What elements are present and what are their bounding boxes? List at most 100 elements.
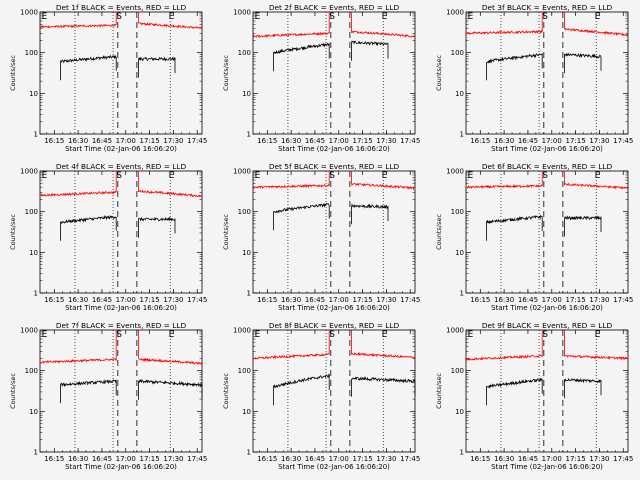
plot-6-xtick-label-17:45: 17:45	[613, 296, 633, 304]
plot-6-xtick-label-16:15: 16:15	[470, 296, 490, 304]
plot-1-series-events-seg-1	[60, 54, 117, 81]
plot-7-ytick-label-10: 10	[29, 408, 38, 416]
plot-1-xtick-label-16:30: 16:30	[68, 137, 88, 145]
plot-7-xtick-label-16:15: 16:15	[44, 455, 64, 463]
plot-6-ytick-label-1: 1	[460, 290, 464, 298]
plot-4-xtick-label-16:15: 16:15	[44, 296, 64, 304]
plot-3-xtick-label-16:15: 16:15	[470, 137, 490, 145]
plot-2-panel: Det 2f BLACK = Events, RED = LLD 1 10 100 10…	[222, 3, 420, 153]
plot-5-marker-s-1: S	[329, 171, 335, 181]
plot-9-marker-s-1: S	[542, 330, 548, 340]
plot-8-frame	[252, 329, 416, 453]
plot-3-series-lld-seg-2	[564, 12, 629, 37]
plot-2-xtick-label-16:45: 16:45	[305, 137, 325, 145]
plot-4-ytick-label-1: 1	[34, 290, 38, 298]
plot-9-series-lld-seg-1	[465, 330, 543, 362]
plot-5-title: Det 5f BLACK = Events, RED = LLD	[269, 162, 400, 171]
plot-7-title: Det 7f BLACK = Events, RED = LLD	[56, 321, 187, 330]
plot-4-series-lld-seg-2	[138, 171, 203, 198]
plot-4-ylabel: Counts/sec	[9, 214, 17, 250]
plot-7-marker-e-0: E	[42, 330, 48, 340]
plot-6-series-lld-seg-1	[465, 171, 543, 190]
plot-5-ytick-label-10: 10	[242, 249, 251, 257]
plot-5-xtick-label-17:00: 17:00	[329, 296, 349, 304]
plot-2-marker-e-0: E	[255, 12, 261, 22]
plot-2-xtick-label-17:45: 17:45	[400, 137, 420, 145]
plot-8-series-lld-seg-1	[252, 330, 330, 360]
plot-5-panel: Det 5f BLACK = Events, RED = LLD 1 10 100 10…	[222, 162, 420, 312]
plot-9-marker-e-0: E	[468, 330, 474, 340]
plot-6-panel: Det 6f BLACK = Events, RED = LLD 1 10 100 10…	[435, 162, 633, 312]
plot-7-ylabel: Counts/sec	[9, 373, 17, 409]
plot-5-marker-e-2: E	[382, 171, 388, 181]
plot-7-ytick-label-1: 1	[34, 449, 38, 457]
plot-8-ytick-label-1: 1	[247, 449, 251, 457]
plot-5-ytick-label-1000: 1000	[233, 168, 251, 176]
plot-4-title: Det 4f BLACK = Events, RED = LLD	[56, 162, 187, 171]
plot-4-xtick-label-16:30: 16:30	[68, 296, 88, 304]
plot-4-marker-e-2: E	[169, 171, 175, 181]
plot-8-xtick-label-17:30: 17:30	[376, 455, 396, 463]
plot-1-ytick-label-1000: 1000	[20, 9, 38, 17]
plot-6-xtick-label-16:30: 16:30	[494, 296, 514, 304]
plot-7-ytick-label-1000: 1000	[20, 327, 38, 335]
plot-8-xtick-label-16:30: 16:30	[281, 455, 301, 463]
plot-2-series-lld-seg-2	[351, 12, 416, 38]
plot-1-series-lld-seg-1	[39, 12, 117, 29]
plot-7-xtick-label-17:45: 17:45	[187, 455, 207, 463]
plot-8-series-lld-seg-2	[351, 330, 416, 360]
plot-1-xtick-label-17:15: 17:15	[139, 137, 159, 145]
plot-8-title: Det 8f BLACK = Events, RED = LLD	[269, 321, 400, 330]
plot-9-ytick-label-10: 10	[455, 408, 464, 416]
plot-3-xtick-label-16:45: 16:45	[518, 137, 538, 145]
plot-2-xtick-label-17:30: 17:30	[376, 137, 396, 145]
plot-2-series-events-seg-2	[351, 40, 389, 61]
plot-5-marker-e-0: E	[255, 171, 261, 181]
plot-7-series-lld-seg-1	[39, 330, 117, 365]
plot-8-marker-e-2: E	[382, 330, 388, 340]
plot-3-xtick-label-16:30: 16:30	[494, 137, 514, 145]
plot-3-ylabel: Counts/sec	[435, 55, 443, 91]
plot-4-xtick-label-17:00: 17:00	[116, 296, 136, 304]
plot-3-xlabel: Start Time (02-Jan-06 16:06:20)	[491, 145, 603, 153]
plot-3-series-events-seg-1	[486, 52, 543, 81]
plot-9-xtick-label-17:45: 17:45	[613, 455, 633, 463]
plot-2-xtick-label-17:15: 17:15	[352, 137, 372, 145]
plot-1-xtick-label-17:30: 17:30	[163, 137, 183, 145]
plot-6-xtick-label-17:15: 17:15	[565, 296, 585, 304]
plot-8-ytick-label-100: 100	[238, 367, 251, 375]
plot-9-panel: Det 9f BLACK = Events, RED = LLD 1 10 100 10…	[435, 321, 633, 471]
plot-6-ylabel: Counts/sec	[435, 214, 443, 250]
plot-5-series-lld-seg-2	[351, 171, 416, 191]
plot-3-marker-e-0: E	[468, 12, 474, 22]
plot-3-ytick-label-1000: 1000	[446, 9, 464, 17]
plot-4-xtick-label-17:45: 17:45	[187, 296, 207, 304]
plot-9-series-events-seg-1	[486, 378, 543, 406]
plot-6-frame	[465, 170, 629, 294]
plot-7-series-events-seg-2	[138, 378, 203, 400]
plot-6-series-events-seg-1	[486, 214, 543, 241]
plot-9-xtick-label-16:15: 16:15	[470, 455, 490, 463]
plot-1-frame	[39, 11, 203, 135]
plot-4-xtick-label-17:30: 17:30	[163, 296, 183, 304]
plot-6-xtick-label-17:00: 17:00	[542, 296, 562, 304]
plot-5-series-events-seg-1	[273, 202, 330, 231]
plot-7-xlabel: Start Time (02-Jan-06 16:06:20)	[65, 463, 177, 471]
plot-6-ytick-label-10: 10	[455, 249, 464, 257]
plot-5-ytick-label-1: 1	[247, 290, 251, 298]
plot-5-xtick-label-16:45: 16:45	[305, 296, 325, 304]
plot-4-xtick-label-16:45: 16:45	[92, 296, 112, 304]
plot-8-xlabel: Start Time (02-Jan-06 16:06:20)	[278, 463, 390, 471]
plot-7-series-events-seg-1	[60, 379, 117, 404]
plot-8-ytick-label-10: 10	[242, 408, 251, 416]
plot-1-title: Det 1f BLACK = Events, RED = LLD	[56, 3, 187, 12]
plot-7-xtick-label-17:15: 17:15	[139, 455, 159, 463]
plot-9-title: Det 9f BLACK = Events, RED = LLD	[482, 321, 613, 330]
plot-4-panel: Det 4f BLACK = Events, RED = LLD 1 10 100 10…	[9, 162, 207, 312]
plot-1-series-lld-seg-2	[138, 12, 203, 30]
plot-9-series-lld-seg-2	[564, 330, 629, 361]
plot-5-xlabel: Start Time (02-Jan-06 16:06:20)	[278, 304, 390, 312]
plot-8-xtick-label-16:45: 16:45	[305, 455, 325, 463]
plot-3-ytick-label-1: 1	[460, 131, 464, 139]
